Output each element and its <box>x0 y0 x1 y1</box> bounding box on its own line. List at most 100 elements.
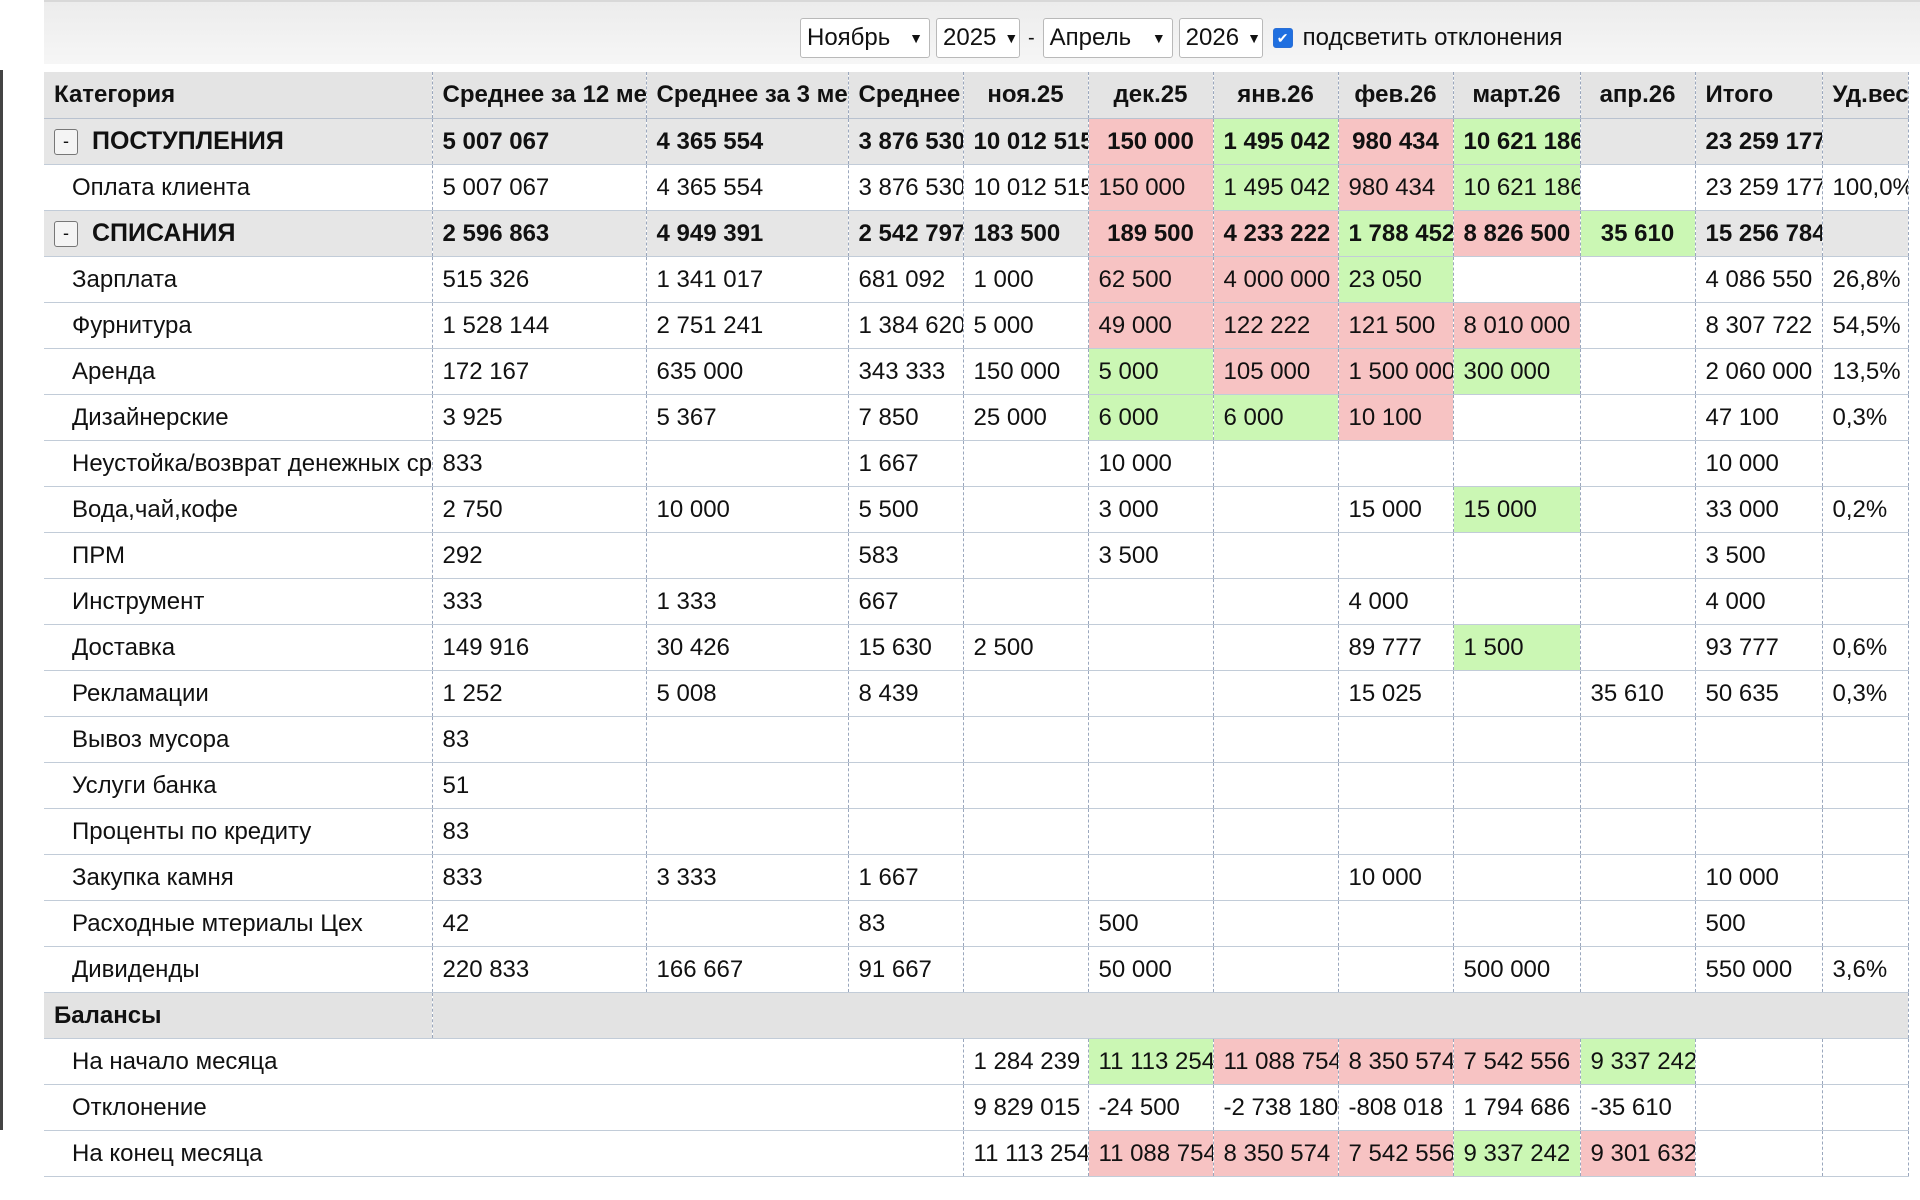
highlight-deviations-checkbox[interactable]: ✔ <box>1272 28 1293 48</box>
row-label: На конец месяца <box>44 1130 964 1177</box>
to-month-select[interactable]: Апрель ▼ <box>1042 18 1173 58</box>
value-cell <box>1580 624 1696 671</box>
checkmark-icon: ✔ <box>1276 29 1289 46</box>
column-header[interactable]: дек.25 <box>1088 72 1214 119</box>
value-cell: 8 826 500 <box>1453 210 1581 257</box>
value-cell: 8 010 000 <box>1453 302 1581 349</box>
value-cell: 149 916 <box>432 624 647 671</box>
value-cell <box>1453 808 1581 855</box>
table-row: Вывоз мусора 83 <box>44 716 1909 763</box>
row-label: Инструмент <box>44 578 433 625</box>
value-cell <box>1822 762 1909 809</box>
value-cell <box>963 670 1089 717</box>
value-cell: 0,3% <box>1822 394 1909 441</box>
row-label: Аренда <box>44 348 433 395</box>
table-row: Услуги банка 51 <box>44 762 1909 809</box>
column-header[interactable]: ноя.25 <box>963 72 1089 119</box>
value-cell: 1 000 <box>963 256 1089 303</box>
balance-cell: -24 500 <box>1088 1084 1214 1131</box>
value-cell: 1 384 620 <box>848 302 964 349</box>
value-cell <box>848 716 964 763</box>
value-cell: 100,0% <box>1822 164 1909 211</box>
value-cell: 83 <box>848 900 964 947</box>
value-cell: 150 000 <box>1088 164 1214 211</box>
table-row: Дизайнерские 3 925 5 367 7 850 25 000 6 000 6 … <box>44 394 1909 441</box>
balance-cell: -808 018 <box>1338 1084 1454 1131</box>
column-header[interactable]: Среднее <box>848 72 964 119</box>
value-cell: 3,6% <box>1822 946 1909 993</box>
value-cell <box>963 486 1089 533</box>
value-cell: 583 <box>848 532 964 579</box>
value-cell <box>1338 716 1454 763</box>
row-label: Услуги банка <box>44 762 433 809</box>
collapse-toggle-button[interactable]: - <box>54 221 78 248</box>
value-cell: 292 <box>432 532 647 579</box>
balance-cell: 9 337 242 <box>1580 1038 1696 1085</box>
value-cell: 833 <box>432 440 647 487</box>
column-header[interactable]: март.26 <box>1453 72 1581 119</box>
value-cell <box>848 762 964 809</box>
value-cell: 2 060 000 <box>1695 348 1823 395</box>
column-header[interactable]: апр.26 <box>1580 72 1696 119</box>
value-cell <box>1580 578 1696 625</box>
value-cell: 4 365 554 <box>646 118 849 165</box>
value-cell: 10 100 <box>1338 394 1454 441</box>
value-cell: 220 833 <box>432 946 647 993</box>
value-cell: 4 000 <box>1695 578 1823 625</box>
value-cell <box>1213 762 1339 809</box>
column-header[interactable]: Уд.вес <box>1822 72 1909 119</box>
value-cell: 51 <box>432 762 647 809</box>
to-month-value: Апрель <box>1049 24 1132 51</box>
value-cell: 33 000 <box>1695 486 1823 533</box>
row-label: На начало месяца <box>44 1038 964 1085</box>
value-cell: 2 750 <box>432 486 647 533</box>
value-cell: 500 000 <box>1453 946 1581 993</box>
value-cell <box>1088 578 1214 625</box>
value-cell: 10 012 515 <box>963 118 1089 165</box>
value-cell <box>1088 670 1214 717</box>
value-cell: 2 751 241 <box>646 302 849 349</box>
row-label: Проценты по кредиту <box>44 808 433 855</box>
value-cell: 550 000 <box>1695 946 1823 993</box>
value-cell: 8 439 <box>848 670 964 717</box>
from-year-select[interactable]: 2025 ▼ <box>936 18 1020 58</box>
column-header[interactable]: Среднее за 3 мес <box>646 72 849 119</box>
value-cell <box>1822 532 1909 579</box>
value-cell <box>1580 762 1696 809</box>
value-cell <box>1338 946 1454 993</box>
column-header[interactable]: Среднее за 12 мес <box>432 72 647 119</box>
value-cell: 3 500 <box>1088 532 1214 579</box>
column-header[interactable]: Итого <box>1695 72 1823 119</box>
value-cell: 23 050 <box>1338 256 1454 303</box>
column-header[interactable]: янв.26 <box>1213 72 1339 119</box>
collapse-toggle-button[interactable]: - <box>54 129 78 156</box>
value-cell: 26,8% <box>1822 256 1909 303</box>
value-cell: 1 495 042 <box>1213 118 1339 165</box>
empty-cell <box>1695 1084 1823 1131</box>
balance-cell: 7 542 556 <box>1338 1130 1454 1177</box>
balance-cell: 11 113 254 <box>1088 1038 1214 1085</box>
from-month-select[interactable]: Ноябрь ▼ <box>800 18 930 58</box>
value-cell: 50 635 <box>1695 670 1823 717</box>
column-header[interactable]: Категория <box>44 72 433 119</box>
to-year-select[interactable]: 2026 ▼ <box>1178 18 1263 58</box>
value-cell <box>1213 670 1339 717</box>
value-cell <box>646 440 849 487</box>
value-cell <box>1822 440 1909 487</box>
value-cell <box>1338 762 1454 809</box>
value-cell <box>1338 532 1454 579</box>
value-cell <box>1580 348 1696 395</box>
table-row: Дивиденды 220 833 166 667 91 667 50 000 500 0… <box>44 946 1909 993</box>
group-label: - СПИСАНИЯ <box>44 210 433 257</box>
value-cell <box>1695 762 1823 809</box>
value-cell: 10 012 515 <box>963 164 1089 211</box>
table-row: Неустойка/возврат денежных средств833 1 6… <box>44 440 1909 487</box>
value-cell: 5 367 <box>646 394 849 441</box>
row-label: Рекламации <box>44 670 433 717</box>
value-cell: 183 500 <box>963 210 1089 257</box>
from-month-value: Ноябрь <box>807 24 891 51</box>
balance-cell: 7 542 556 <box>1453 1038 1581 1085</box>
value-cell: 83 <box>432 716 647 763</box>
column-header[interactable]: фев.26 <box>1338 72 1454 119</box>
table-row: Вода,чай,кофе 2 750 10 000 5 500 3 000 15 000… <box>44 486 1909 533</box>
